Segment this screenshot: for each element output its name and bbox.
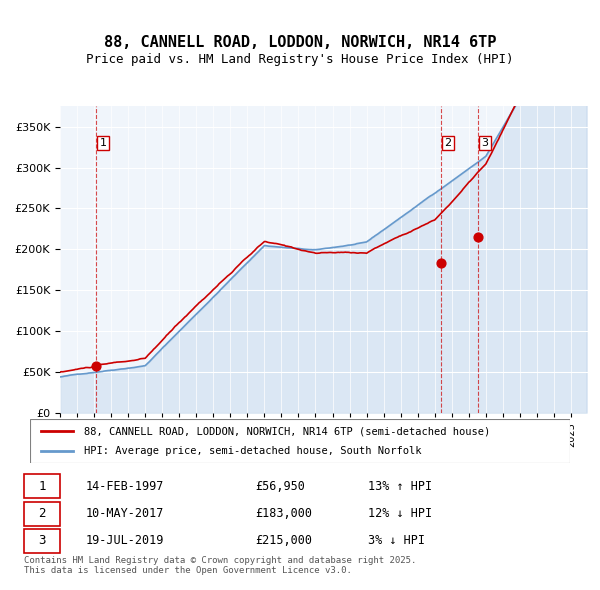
Text: £215,000: £215,000 xyxy=(255,535,312,548)
Point xyxy=(436,258,446,268)
Text: 88, CANNELL ROAD, LODDON, NORWICH, NR14 6TP (semi-detached house): 88, CANNELL ROAD, LODDON, NORWICH, NR14 … xyxy=(84,427,490,436)
Text: £183,000: £183,000 xyxy=(255,507,312,520)
Text: 2: 2 xyxy=(444,138,451,148)
FancyBboxPatch shape xyxy=(23,529,60,553)
Text: Price paid vs. HM Land Registry's House Price Index (HPI): Price paid vs. HM Land Registry's House … xyxy=(86,53,514,66)
FancyBboxPatch shape xyxy=(23,502,60,526)
Text: 1: 1 xyxy=(38,480,46,493)
Text: 10-MAY-2017: 10-MAY-2017 xyxy=(86,507,164,520)
Point xyxy=(91,362,101,371)
Text: HPI: Average price, semi-detached house, South Norfolk: HPI: Average price, semi-detached house,… xyxy=(84,446,421,455)
Text: 3% ↓ HPI: 3% ↓ HPI xyxy=(368,535,425,548)
Text: 14-FEB-1997: 14-FEB-1997 xyxy=(86,480,164,493)
Text: £56,950: £56,950 xyxy=(255,480,305,493)
Text: 13% ↑ HPI: 13% ↑ HPI xyxy=(368,480,432,493)
FancyBboxPatch shape xyxy=(23,474,60,498)
Text: Contains HM Land Registry data © Crown copyright and database right 2025.
This d: Contains HM Land Registry data © Crown c… xyxy=(24,556,416,575)
Text: 2: 2 xyxy=(38,507,46,520)
Text: 19-JUL-2019: 19-JUL-2019 xyxy=(86,535,164,548)
Point xyxy=(473,232,483,242)
Text: 1: 1 xyxy=(100,138,107,148)
Text: 3: 3 xyxy=(38,535,46,548)
Text: 88, CANNELL ROAD, LODDON, NORWICH, NR14 6TP: 88, CANNELL ROAD, LODDON, NORWICH, NR14 … xyxy=(104,35,496,50)
FancyBboxPatch shape xyxy=(30,419,570,463)
Text: 3: 3 xyxy=(482,138,488,148)
Text: 12% ↓ HPI: 12% ↓ HPI xyxy=(368,507,432,520)
